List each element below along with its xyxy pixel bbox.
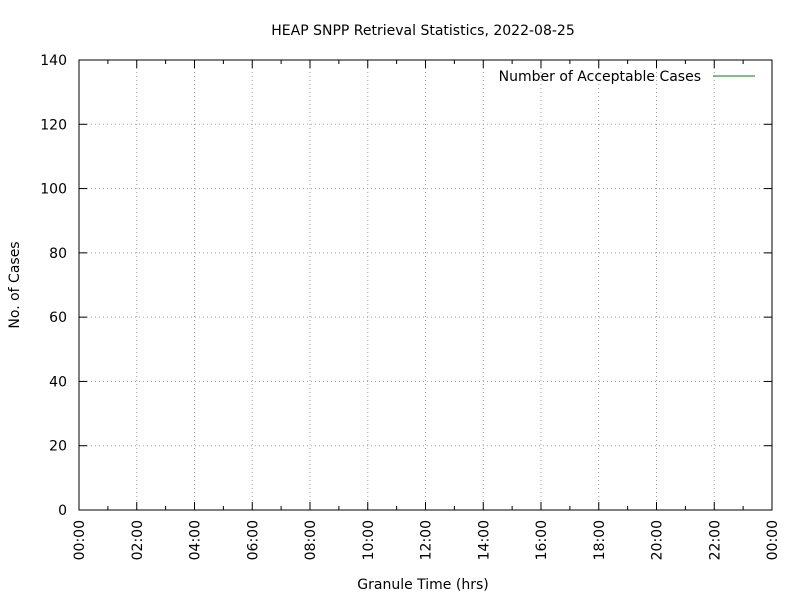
x-tick-label: 10:00 — [361, 520, 377, 560]
chart-title: HEAP SNPP Retrieval Statistics, 2022-08-… — [271, 23, 574, 39]
legend-label: Number of Acceptable Cases — [499, 69, 701, 85]
x-tick-label: 12:00 — [419, 520, 435, 560]
plot-area-border — [78, 59, 773, 511]
x-tick-label: 04:00 — [188, 520, 204, 560]
x-tick-label: 00:00 — [72, 520, 88, 560]
x-tick-label: 00:00 — [765, 520, 781, 560]
x-tick-label: 18:00 — [592, 520, 608, 560]
x-tick-label: 02:00 — [130, 520, 146, 560]
y-tick-label: 100 — [40, 182, 67, 198]
x-tick-label: 08:00 — [303, 520, 319, 560]
y-tick-label: 80 — [49, 246, 67, 262]
x-tick-label: 20:00 — [650, 520, 666, 560]
x-tick-label: 06:00 — [245, 520, 261, 560]
tick-labels: 0 20 40 60 80 100 120 140 00:00 02:00 04:00 06:00 08… — [40, 53, 781, 560]
x-tick-label: 22:00 — [707, 520, 723, 560]
x-tick-label: 14:00 — [476, 520, 492, 560]
y-tick-label: 120 — [40, 117, 67, 133]
x-axis-label: Granule Time (hrs) — [357, 577, 488, 593]
y-tick-label: 60 — [49, 310, 67, 326]
grid-lines — [79, 60, 772, 510]
y-axis-label: No. of Cases — [7, 241, 23, 328]
legend: Number of Acceptable Cases — [499, 69, 755, 85]
x-tick-label: 16:00 — [534, 520, 550, 560]
y-tick-label: 140 — [40, 53, 67, 69]
y-tick-label: 0 — [58, 503, 67, 519]
y-tick-label: 40 — [49, 374, 67, 390]
y-tick-label: 20 — [49, 439, 67, 455]
